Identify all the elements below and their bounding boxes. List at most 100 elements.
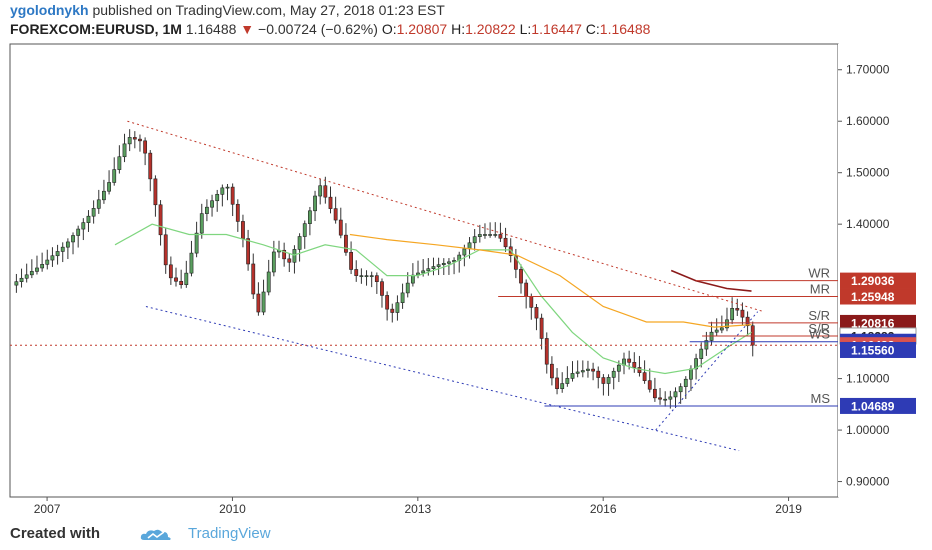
- candle-body: [102, 190, 106, 201]
- close-label: C:: [585, 21, 600, 37]
- candle-body: [632, 362, 637, 368]
- candle-body: [725, 319, 729, 329]
- candle-body: [251, 263, 256, 295]
- y-tick-label: 1.60000: [846, 114, 890, 128]
- candle-body: [400, 292, 405, 304]
- candle-body: [637, 367, 642, 373]
- tradingview-brand[interactable]: TradingView: [188, 525, 271, 542]
- candle-body: [174, 277, 178, 282]
- x-tick-label: 2019: [775, 502, 802, 516]
- candle-body: [230, 186, 235, 205]
- candle-body: [91, 208, 96, 217]
- candle-body: [313, 195, 317, 212]
- candle-body: [374, 275, 379, 282]
- candle-body: [55, 251, 60, 257]
- price-badge-label: 1.29036: [851, 274, 895, 288]
- candle-body: [35, 267, 39, 272]
- price-badge: [840, 288, 916, 305]
- candle-body: [498, 234, 503, 239]
- price-badge: [840, 341, 916, 358]
- x-tick-label: 2007: [34, 502, 61, 516]
- price-badge-label: 1.20816: [851, 316, 895, 330]
- candle-body: [740, 309, 745, 318]
- candles: [14, 129, 755, 409]
- candle-body: [318, 185, 323, 197]
- price-change: −0.00724 (−0.62%): [258, 21, 378, 37]
- high-label: H:: [451, 21, 466, 37]
- candle-body: [745, 316, 750, 327]
- x-tick-label: 2010: [219, 502, 246, 516]
- candle-body: [349, 252, 353, 270]
- candle-body: [189, 252, 194, 274]
- candle-body: [560, 383, 565, 389]
- candle-body: [163, 234, 168, 266]
- candle-body: [333, 208, 338, 221]
- candle-body: [225, 186, 230, 189]
- candle-body: [199, 213, 204, 234]
- candle-body: [122, 143, 127, 158]
- candle-body: [168, 264, 173, 279]
- candle-body: [359, 275, 364, 277]
- candle-body: [261, 291, 266, 313]
- candle-body: [647, 380, 652, 390]
- candle-body: [96, 199, 101, 209]
- candle-body: [658, 397, 662, 400]
- candle-body: [50, 255, 55, 261]
- candle-body: [447, 261, 451, 264]
- candle-body: [462, 248, 467, 256]
- candle-body: [663, 398, 668, 401]
- x-tick-label: 2016: [590, 502, 617, 516]
- level-label: MS: [811, 391, 831, 406]
- candle-body: [550, 363, 554, 379]
- x-tick-label: 2013: [404, 502, 431, 516]
- candle-body: [652, 388, 657, 399]
- price-badge: [840, 272, 916, 289]
- candle-body: [719, 327, 724, 331]
- y-tick-label: 1.70000: [846, 63, 890, 77]
- candle-body: [127, 137, 132, 145]
- y-tick-label: 0.90000: [846, 475, 890, 489]
- open-label: O:: [381, 21, 397, 37]
- candle-body: [107, 182, 111, 192]
- candle-body: [24, 274, 29, 279]
- candle-body: [369, 275, 374, 277]
- level-label: MR: [810, 282, 830, 297]
- candle-body: [534, 307, 539, 319]
- price-badge-label: 1.15560: [851, 343, 895, 357]
- candle-body: [570, 373, 575, 379]
- candle-body: [668, 396, 673, 400]
- candle-body: [714, 329, 719, 333]
- candle-body: [287, 258, 292, 263]
- candle-body: [45, 259, 50, 265]
- candle-body: [483, 234, 487, 236]
- candle-body: [488, 234, 493, 236]
- candle-body: [606, 377, 611, 384]
- price-chart[interactable]: WRMRS/RS/RWSMS0.900001.000001.100001.400…: [0, 0, 932, 518]
- candle-body: [586, 368, 590, 371]
- author-name[interactable]: ygolodnykh: [10, 2, 89, 18]
- candle-body: [611, 370, 616, 378]
- candle-body: [539, 317, 544, 339]
- price-badge-label: 1.04689: [851, 399, 895, 413]
- candle-body: [184, 272, 189, 286]
- candle-body: [148, 152, 153, 180]
- candle-body: [436, 264, 441, 267]
- candle-body: [271, 251, 276, 273]
- candle-body: [40, 264, 45, 269]
- price-badge: [840, 397, 916, 414]
- level-label: WS: [809, 327, 830, 342]
- candle-body: [143, 140, 148, 154]
- candle-body: [544, 338, 549, 365]
- moving-average-fast: [114, 223, 752, 375]
- candle-body: [678, 386, 683, 393]
- candle-body: [591, 368, 595, 372]
- candle-body: [19, 277, 24, 282]
- candle-body: [132, 137, 137, 140]
- candle-body: [179, 280, 184, 286]
- candle-body: [282, 249, 287, 260]
- candle-body: [256, 293, 261, 313]
- candle-body: [565, 378, 570, 384]
- candle-body: [493, 234, 498, 236]
- candle-body: [596, 370, 601, 378]
- candle-body: [307, 210, 312, 224]
